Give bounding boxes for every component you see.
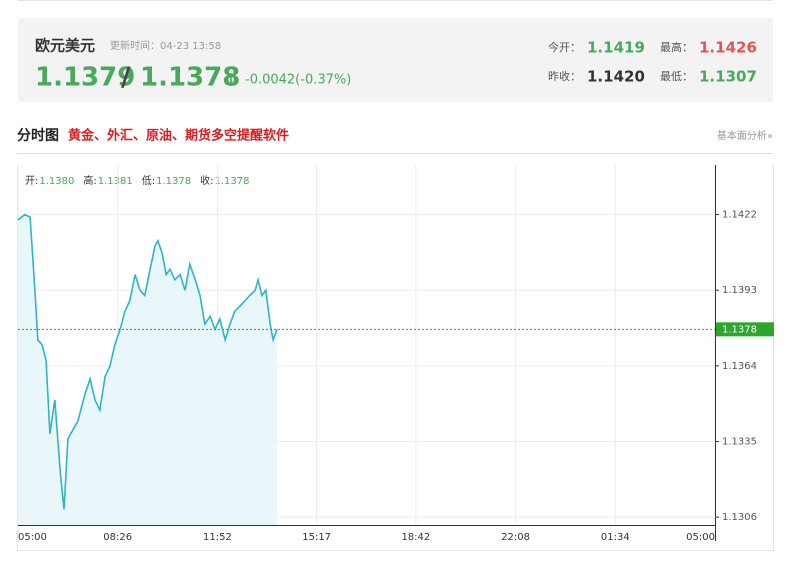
info-label: 收: (200, 174, 213, 187)
price-line (17, 213, 278, 510)
section-title: 分时图 (17, 127, 59, 144)
y-tick-label: 1.1422 (722, 210, 757, 221)
current-price-tag (716, 322, 774, 337)
stat-value: 1.1307 (699, 68, 757, 86)
x-tick-label: 05:00 (18, 532, 47, 543)
y-tick-label: 1.1393 (722, 285, 757, 296)
info-value: 1.1381 (98, 176, 133, 187)
stat-label: 最高： (660, 40, 693, 54)
instrument-title: 欧元美元 (35, 37, 95, 55)
plot: 开: 1.1380 高: 1.1381 低: 1.1378 收: 1.13781.13061.… (17, 165, 774, 543)
y-tick-label: 1.1364 (722, 361, 757, 372)
x-tick-label: 11:52 (203, 532, 232, 543)
info-value: 1.1378 (215, 176, 250, 187)
price-separator: / (121, 63, 131, 93)
quote-header (18, 18, 773, 102)
promo-link[interactable]: 黄金、外汇、原油、期货多空提醒软件 (68, 128, 289, 144)
x-tick-label: 22:08 (501, 532, 530, 543)
ask-price: 1.1378 (140, 63, 240, 93)
area (18, 214, 277, 525)
x-tick-label: 01:34 (601, 532, 630, 543)
update-time: 更新时间：04-23 13:58 (110, 39, 221, 52)
stat-value: 1.1426 (699, 39, 757, 57)
x-tick-label: 18:42 (401, 532, 430, 543)
x-tick-label: 08:26 (103, 532, 132, 543)
y-tick-label: 1.1306 (722, 512, 757, 523)
info-label: 低: (142, 174, 155, 187)
stat-value: 1.1419 (587, 39, 645, 57)
info-value: 1.1380 (39, 176, 74, 187)
info-label: 开: (25, 176, 38, 187)
info-value: 1.1378 (156, 176, 191, 187)
x-tick-label: 05:00 (686, 532, 715, 543)
stat-label: 昨收： (548, 69, 581, 83)
stat-label: 最低： (660, 70, 693, 83)
stat-value: 1.1420 (587, 68, 645, 86)
current-price-label: 1.1378 (722, 324, 757, 335)
stat-label: 今开： (548, 40, 581, 54)
x-tick-label: 15:17 (302, 532, 331, 543)
analysis-link[interactable]: 基本面分析» (717, 129, 773, 142)
bid-price: 1.1379 (35, 63, 135, 93)
price-change: -0.0042(-0.37%) (245, 73, 351, 88)
y-tick-label: 1.1335 (722, 437, 757, 448)
info-label: 高: (83, 174, 96, 187)
down-arrow (226, 73, 236, 87)
